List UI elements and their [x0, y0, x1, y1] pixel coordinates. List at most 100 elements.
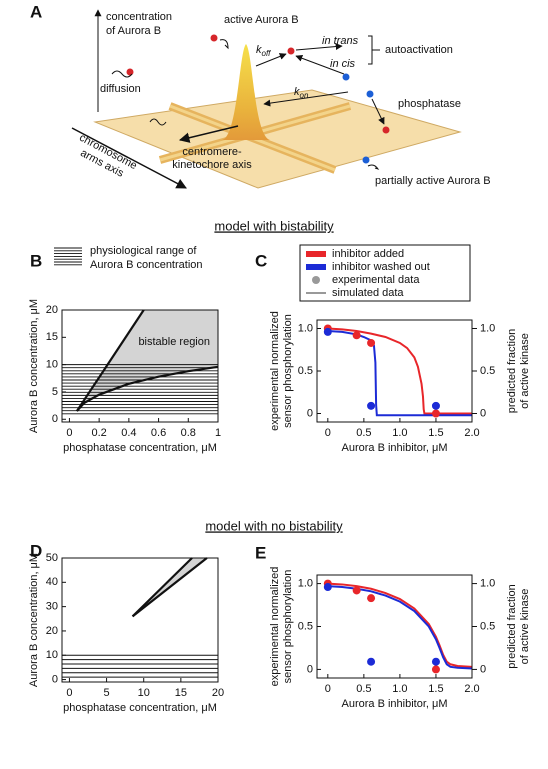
boundary-curve	[75, 309, 145, 412]
simulated-line	[327, 585, 473, 670]
x-axis-label: Aurora B inhibitor, μM	[342, 698, 448, 710]
x-tick-label: 1	[215, 427, 221, 439]
y-tick-label: 5	[52, 386, 58, 398]
y-tick-label: 20	[46, 304, 58, 316]
y-axis-label-group: Aurora B concentration, μM	[28, 299, 40, 433]
molecule	[342, 73, 350, 81]
y-axis-label-group: Aurora B concentration, μM	[28, 553, 40, 687]
x-tick-label: 15	[175, 687, 187, 699]
boundary-curve	[131, 557, 193, 618]
x-axis-label: phosphatase concentration, μM	[63, 442, 217, 454]
label: in trans	[322, 35, 359, 47]
x-tick-label: 5	[104, 687, 110, 699]
molecule	[382, 126, 390, 134]
arrow	[255, 53, 287, 67]
y-tick-label: 0	[307, 663, 313, 675]
y-tick-label: 15	[46, 331, 58, 343]
y-axis-label: sensor phosphorylation	[282, 570, 294, 684]
y-tick-label: 50	[46, 552, 58, 564]
arrow	[71, 127, 187, 189]
y2-axis-label: predicted fraction	[506, 329, 518, 413]
legend-label: experimental data	[332, 274, 420, 286]
squiggle	[367, 164, 380, 170]
boundary-curve	[76, 365, 219, 412]
y-tick-label: 0.5	[298, 620, 313, 632]
x-tick-label: 0	[325, 427, 331, 439]
label: kinetochore axis	[172, 159, 252, 171]
panel-label: D	[30, 541, 42, 560]
y2-tick-label: 1.0	[480, 577, 495, 589]
y-tick-label: 1.0	[298, 322, 313, 334]
x-tick-label: 0	[66, 427, 72, 439]
y2-tick-label: 1.0	[480, 322, 495, 334]
data-point	[367, 338, 376, 347]
x-tick-label: 10	[138, 687, 150, 699]
x-tick-label: 0	[66, 687, 72, 699]
x-tick-label: 0.5	[356, 427, 371, 439]
x-tick-label: 1.5	[428, 427, 443, 439]
data-point	[352, 331, 361, 340]
arrow	[295, 54, 345, 75]
label: autoactivation	[385, 44, 453, 56]
legend-swatch	[306, 264, 326, 270]
rate-symbol: k	[294, 86, 300, 98]
squiggle	[111, 70, 133, 78]
data-point	[352, 586, 361, 595]
legend-label: physiological range of	[90, 245, 197, 257]
y-axis-label: Aurora B concentration, μM	[28, 553, 40, 687]
data-point	[323, 327, 332, 336]
y-axis-label-group: experimental normalized sensor phosphoryl…	[269, 567, 294, 687]
x-tick-label: 1.0	[392, 427, 407, 439]
region-label: bistable region	[138, 336, 210, 348]
y-axis-label: experimental normalized	[269, 311, 281, 431]
y-axis-label-group: experimental normalized sensor phosphoryl…	[269, 311, 294, 431]
panel-label: E	[255, 543, 266, 562]
y-tick-label: 10	[46, 359, 58, 371]
rate-label: koff	[256, 44, 271, 58]
y2-axis-label-group: predicted fraction of active kinase	[506, 329, 531, 413]
squiggle	[219, 39, 229, 50]
panel-label: B	[30, 251, 42, 270]
y-tick-label: 0	[307, 407, 313, 419]
rate-symbol: k	[256, 44, 262, 56]
arrow	[295, 43, 343, 51]
legend-box	[299, 244, 471, 302]
y-axis-label: experimental normalized	[269, 567, 281, 687]
legend-point	[312, 276, 320, 284]
simulated-line	[327, 582, 473, 668]
legend-label: inhibitor washed out	[332, 261, 430, 273]
y2-tick-label: 0.5	[480, 365, 495, 377]
x-tick-label: 2.0	[464, 683, 479, 695]
panel-label: A	[30, 2, 42, 21]
rate-subscript: off	[262, 49, 272, 58]
x-tick-label: 20	[212, 687, 224, 699]
x-axis-label: phosphatase concentration, μM	[63, 702, 217, 714]
x-axis-label: Aurora B inhibitor, μM	[342, 442, 448, 454]
x-tick-label: 0.4	[121, 427, 136, 439]
y2-tick-label: 0	[480, 407, 486, 419]
legend-label: inhibitor added	[332, 248, 404, 260]
x-tick-label: 0.5	[356, 683, 371, 695]
boundary-curve	[131, 557, 208, 618]
arrow	[178, 125, 239, 143]
simulated-line	[327, 327, 472, 415]
rate-label: kon	[294, 86, 309, 100]
plot-frame	[61, 309, 219, 423]
y-axis-label: Aurora B concentration, μM	[28, 299, 40, 433]
y-tick-label: 0.5	[298, 365, 313, 377]
plot-frame	[61, 557, 219, 683]
molecule	[362, 156, 370, 164]
molecule	[287, 47, 295, 55]
label: phosphatase	[398, 98, 461, 110]
x-tick-label: 0.8	[181, 427, 196, 439]
y-tick-label: 0	[52, 413, 58, 425]
y2-axis-label: of active kinase	[519, 333, 531, 409]
peak	[222, 44, 270, 140]
label: diffusion	[100, 83, 141, 95]
data-point	[431, 401, 440, 410]
y2-tick-label: 0	[480, 663, 486, 675]
x-tick-label: 0.6	[151, 427, 166, 439]
legend-label: Aurora B concentration	[90, 259, 203, 271]
